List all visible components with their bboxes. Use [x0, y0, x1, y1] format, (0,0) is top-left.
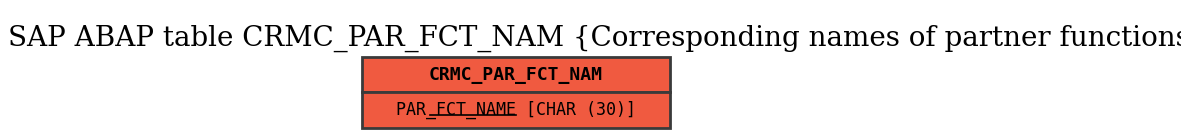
Text: CRMC_PAR_FCT_NAM: CRMC_PAR_FCT_NAM — [429, 65, 603, 84]
Text: PAR_FCT_NAME [CHAR (30)]: PAR_FCT_NAME [CHAR (30)] — [396, 101, 637, 119]
Text: SAP ABAP table CRMC_PAR_FCT_NAM {Corresponding names of partner functions}: SAP ABAP table CRMC_PAR_FCT_NAM {Corresp… — [8, 24, 1181, 52]
Bar — [363, 57, 670, 92]
Bar — [363, 92, 670, 128]
